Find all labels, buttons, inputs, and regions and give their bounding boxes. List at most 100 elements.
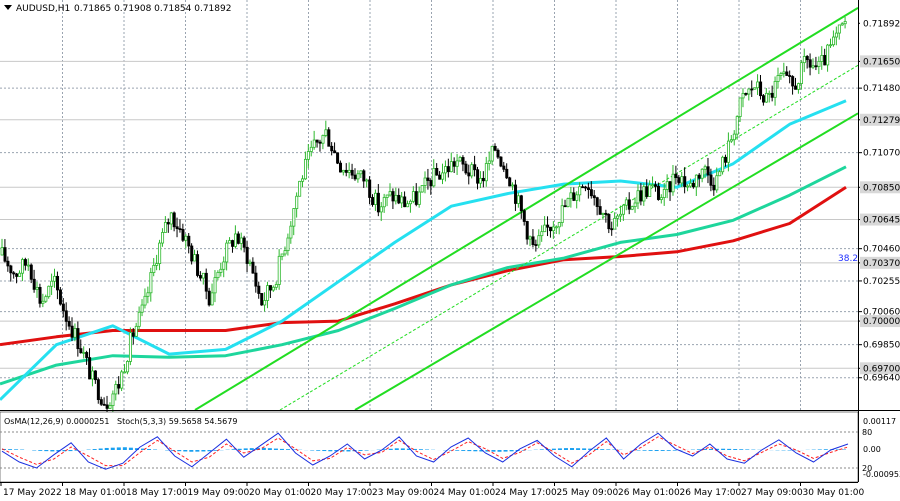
candle-body bbox=[788, 75, 792, 77]
candle-body bbox=[726, 140, 730, 163]
candle-body bbox=[50, 280, 54, 287]
candle-body bbox=[324, 129, 328, 136]
osma-bar bbox=[74, 450, 79, 451]
candle-body bbox=[470, 164, 474, 177]
candle-body bbox=[26, 264, 30, 267]
candle-body bbox=[108, 405, 112, 409]
osma-bar bbox=[334, 450, 339, 452]
candle-body bbox=[729, 139, 733, 142]
candle-body bbox=[441, 172, 445, 180]
candle-body bbox=[134, 325, 138, 337]
ohlc-readout: 0.71865 0.71908 0.71854 0.71892 bbox=[74, 4, 231, 14]
candle-body bbox=[683, 176, 687, 187]
osma-bar bbox=[267, 448, 272, 450]
candle-body bbox=[435, 167, 439, 176]
osma-bar bbox=[606, 449, 611, 450]
candle-body bbox=[654, 184, 658, 187]
candle-body bbox=[709, 174, 713, 186]
candle-body bbox=[67, 320, 71, 327]
osma-bar bbox=[509, 450, 514, 452]
candle-body bbox=[712, 184, 716, 191]
osma-bar bbox=[56, 450, 61, 452]
price-tag-box bbox=[860, 17, 900, 30]
candle-body bbox=[347, 169, 351, 173]
candle-body bbox=[79, 348, 83, 354]
candle-body bbox=[117, 384, 121, 389]
candle-body bbox=[502, 165, 506, 170]
osma-bar bbox=[50, 450, 55, 452]
candle-body bbox=[368, 179, 372, 198]
symbol-label: AUDUSD,H1 bbox=[16, 4, 70, 14]
candle-body bbox=[251, 261, 255, 274]
candle-body bbox=[750, 88, 754, 91]
candle-body bbox=[341, 169, 345, 173]
candle-body bbox=[496, 149, 500, 158]
candle-body bbox=[309, 146, 313, 152]
price-tick-label: 0.69700 bbox=[863, 364, 900, 374]
candle-body bbox=[794, 85, 798, 90]
candle-body bbox=[791, 76, 795, 87]
candle-body bbox=[181, 229, 185, 241]
price-tick-label: 0.71279 bbox=[863, 116, 900, 126]
candle-body bbox=[747, 88, 751, 95]
time-tick-label: 17 May 2022 bbox=[3, 488, 62, 498]
channel-mid-line[interactable] bbox=[279, 64, 859, 411]
osma-bar bbox=[328, 450, 333, 452]
osma-bar bbox=[582, 448, 587, 450]
osma-bar bbox=[412, 448, 417, 450]
osma-bar bbox=[116, 447, 121, 450]
candle-body bbox=[187, 235, 191, 247]
candle-body bbox=[149, 272, 153, 294]
osma-bar bbox=[497, 450, 502, 452]
osma-bar bbox=[588, 448, 593, 450]
moving-average-line bbox=[0, 186, 847, 347]
candle-body bbox=[301, 178, 305, 182]
price-tick-label: 0.71070 bbox=[863, 149, 900, 159]
osma-bar bbox=[823, 449, 828, 450]
candle-body bbox=[840, 23, 844, 26]
osma-tick-label: 0.00117 bbox=[863, 417, 896, 426]
candle-body bbox=[843, 21, 847, 25]
candle-body bbox=[233, 233, 237, 247]
candle-body bbox=[88, 357, 92, 380]
time-tick-label: 26 May 01:00 bbox=[618, 488, 680, 498]
chevron-down-icon[interactable] bbox=[4, 5, 12, 10]
candle-body bbox=[438, 174, 442, 180]
candle-body bbox=[598, 206, 602, 215]
candle-body bbox=[639, 190, 643, 202]
candle-body bbox=[193, 254, 197, 262]
candle-body bbox=[668, 181, 672, 193]
osma-bar bbox=[177, 450, 182, 452]
candle-body bbox=[137, 311, 141, 327]
channel-lower-line[interactable] bbox=[354, 112, 859, 411]
osma-bar bbox=[709, 448, 714, 450]
osma-bar bbox=[134, 448, 139, 450]
candle-body bbox=[508, 177, 512, 187]
candle-body bbox=[32, 278, 36, 290]
osma-bar bbox=[346, 450, 351, 452]
channel-upper-line[interactable] bbox=[194, 7, 859, 411]
candle-body bbox=[58, 289, 62, 305]
candle-body bbox=[554, 226, 558, 229]
osma-bar bbox=[636, 450, 641, 451]
candle-body bbox=[400, 196, 404, 204]
candle-body bbox=[689, 182, 693, 187]
candle-body bbox=[753, 87, 757, 90]
price-tick-label: 0.69850 bbox=[863, 341, 900, 351]
price-tag-box bbox=[860, 213, 900, 226]
osma-bar bbox=[44, 450, 49, 452]
candle-body bbox=[356, 173, 360, 180]
candle-body bbox=[621, 204, 625, 215]
candle-body bbox=[391, 191, 395, 202]
osma-bar bbox=[322, 450, 327, 452]
candle-body bbox=[91, 370, 95, 380]
osma-bar bbox=[721, 448, 726, 450]
osma-bar bbox=[648, 450, 653, 451]
osma-bar bbox=[92, 449, 97, 450]
candle-body bbox=[674, 173, 678, 179]
candle-body bbox=[414, 191, 418, 205]
candle-body bbox=[797, 83, 801, 90]
osma-bar bbox=[273, 448, 278, 450]
osma-bar bbox=[576, 448, 581, 450]
